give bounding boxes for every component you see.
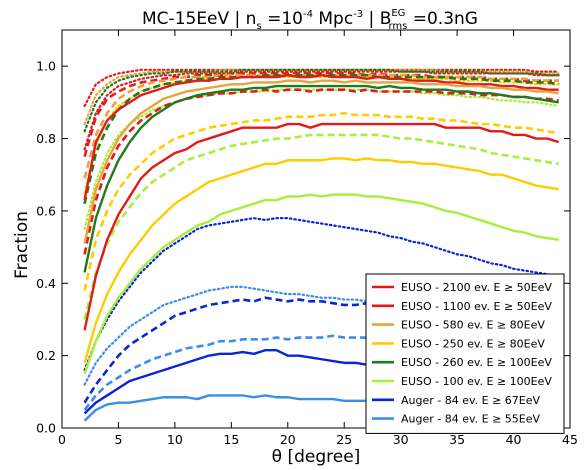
series-line-6-solid [83,193,559,375]
y-tick-label: 0.6 [36,203,56,218]
title-sup-n: -4 [303,9,313,20]
title-sub-rms: rms [388,21,407,32]
y-tick-label: 0.0 [36,421,56,436]
series-line-8-dashed [83,334,559,411]
x-tick-label: 45 [562,432,578,447]
legend-label: EUSO - 580 ev. E ≥ 80EeV [401,319,545,332]
series-line-4-dashed [83,111,559,291]
legend-label: EUSO - 260 ev. E ≥ 100EeV [401,356,552,369]
y-tick-label: 0.4 [36,276,56,291]
series-line-4-dotted [83,75,560,194]
series-line-2-solid [83,122,560,331]
title-eq1: =10 [262,9,303,29]
y-axis-label: Fraction [12,211,32,279]
legend-box [365,273,565,434]
x-tick-label: 0 [58,432,66,447]
series-line-7-dotted [83,217,560,372]
series-line-6-dashed [83,133,559,320]
x-tick-label: 20 [280,432,296,447]
series-line-5-solid [83,84,559,273]
series-line-2-dotted [83,70,560,151]
x-tick-label: 10 [167,432,183,447]
legend-label: Auger - 84 ev. E ≥ 67EeV [401,394,541,407]
legend-label: EUSO - 250 ev. E ≥ 80EeV [401,337,545,350]
x-tick-label: 5 [114,432,122,447]
legend: EUSO - 2100 ev. E ≥ 50EeV EUSO - 1100 ev.… [365,273,565,434]
title-main: MC-15EeV | n [142,9,256,29]
series-line-3-solid [83,79,559,244]
chart-title: MC-15EeV | ns =10-4 Mpc-3 | BEG rms =0.3n… [142,8,478,32]
x-axis-label: θ [degree] [272,447,361,467]
title-sup-unit: -3 [353,9,363,20]
x-tick-label: 40 [506,432,522,447]
title-val: =0.3nG [407,9,478,29]
y-tick-label: 0.8 [36,131,56,146]
legend-label: EUSO - 2100 ev. E ≥ 50EeV [401,281,552,294]
series-line-7-dashed [83,296,559,404]
x-tick-label: 35 [449,432,465,447]
plot-frame [61,29,571,429]
ticks-layer: 0 5 10 15 20 25 30 35 40 45 0.0 0.2 0.4 0.6 0.8 1.0 [36,30,578,447]
series-line-5-dotted [83,68,560,133]
x-tick-label: 15 [223,432,239,447]
legend-label: Auger - 84 ev. E ≥ 55EeV [401,413,541,426]
series-line-3-dashed [83,73,559,179]
title-unit: Mpc [313,9,353,29]
legend-label: EUSO - 100 ev. E ≥ 100EeV [401,375,552,388]
series-line-1-solid [83,74,559,201]
legend-label: EUSO - 1100 ev. E ≥ 50EeV [401,300,552,313]
series-line-4-solid [83,157,559,364]
title-sep: | B [363,9,391,29]
series-line-2-dashed [83,88,559,255]
series-layer [83,68,560,422]
title-sub-s: s [256,21,261,32]
x-tick-label: 25 [336,432,352,447]
title-sup-eg: EG [391,8,405,19]
y-tick-label: 1.0 [36,59,56,74]
y-tick-label: 0.2 [36,348,56,363]
x-tick-label: 30 [393,432,409,447]
